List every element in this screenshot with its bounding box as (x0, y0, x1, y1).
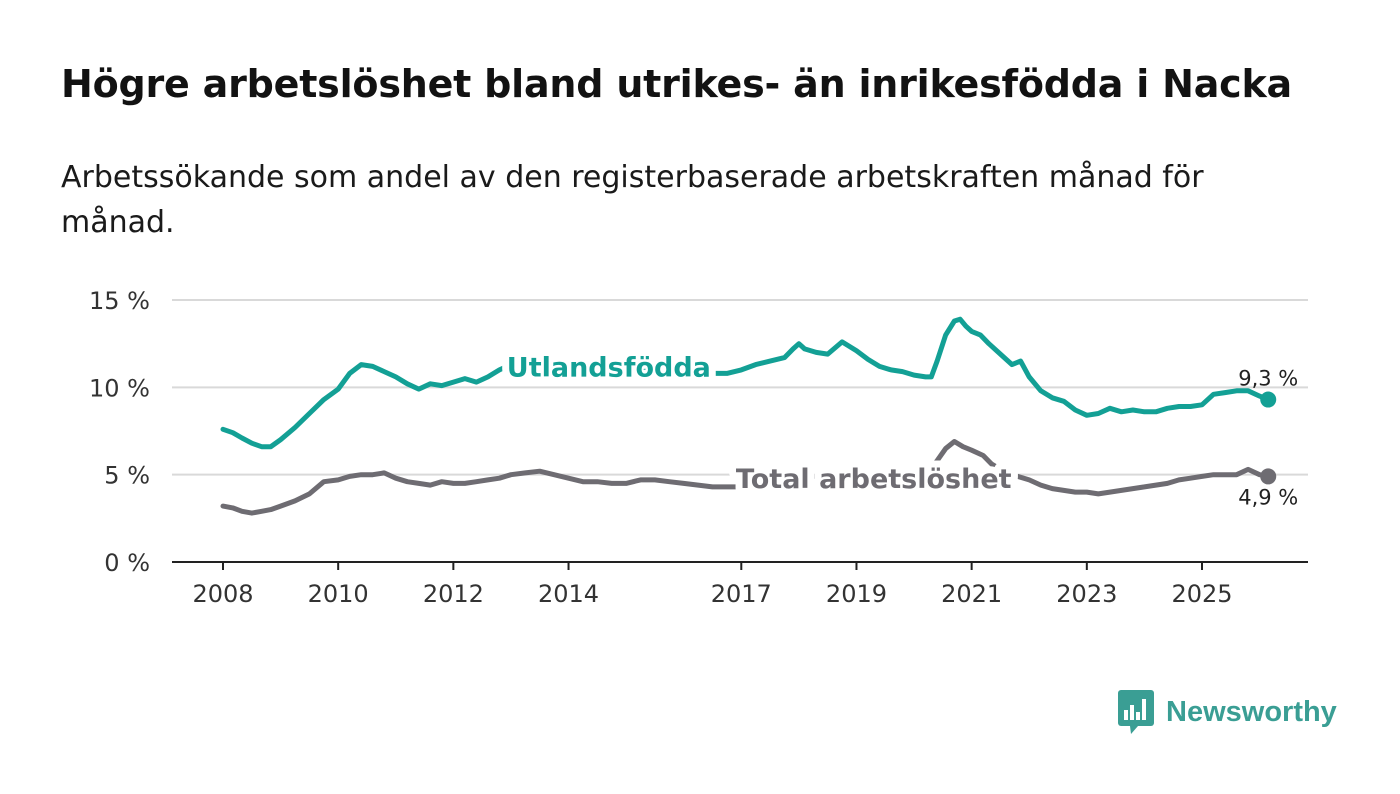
y-tick-label: 0 % (104, 549, 150, 577)
x-tick-label: 2012 (423, 580, 484, 608)
series-label-halo: Total arbetslöshet (736, 464, 1012, 495)
end-point (1260, 468, 1277, 485)
end-value-label: 9,3 % (1238, 367, 1298, 391)
series-label-halo: Utlandsfödda (507, 352, 711, 383)
x-tick-label: 2023 (1056, 580, 1117, 608)
chart-title: Högre arbetslöshet bland utrikes- än inr… (61, 62, 1293, 106)
x-tick-label: 2008 (192, 580, 253, 608)
x-tick-label: 2019 (826, 580, 887, 608)
series-line-utlandsfodda (220, 316, 1271, 450)
end-value-label: 4,9 % (1238, 485, 1298, 509)
series-label: Utlandsfödda (507, 352, 711, 383)
y-tick-label: 5 % (104, 462, 150, 490)
x-tick-label: 2010 (308, 580, 369, 608)
x-tick-label: 2025 (1171, 580, 1232, 608)
x-tick-label: 2017 (711, 580, 772, 608)
newsworthy-logo: Newsworthy (1118, 690, 1337, 734)
newsworthy-logo-text: Newsworthy (1166, 695, 1337, 728)
y-tick-label: 15 % (89, 287, 150, 315)
series-line-total (220, 439, 1271, 516)
chart-subtitle: Arbetssökande som andel av den registerb… (61, 160, 1204, 240)
newsworthy-logo-icon (1118, 690, 1154, 734)
series-label: Total arbetslöshet (736, 464, 1012, 495)
x-tick-label: 2021 (941, 580, 1002, 608)
end-point (1260, 391, 1277, 408)
y-tick-label: 10 % (89, 374, 150, 402)
x-tick-label: 2014 (538, 580, 599, 608)
